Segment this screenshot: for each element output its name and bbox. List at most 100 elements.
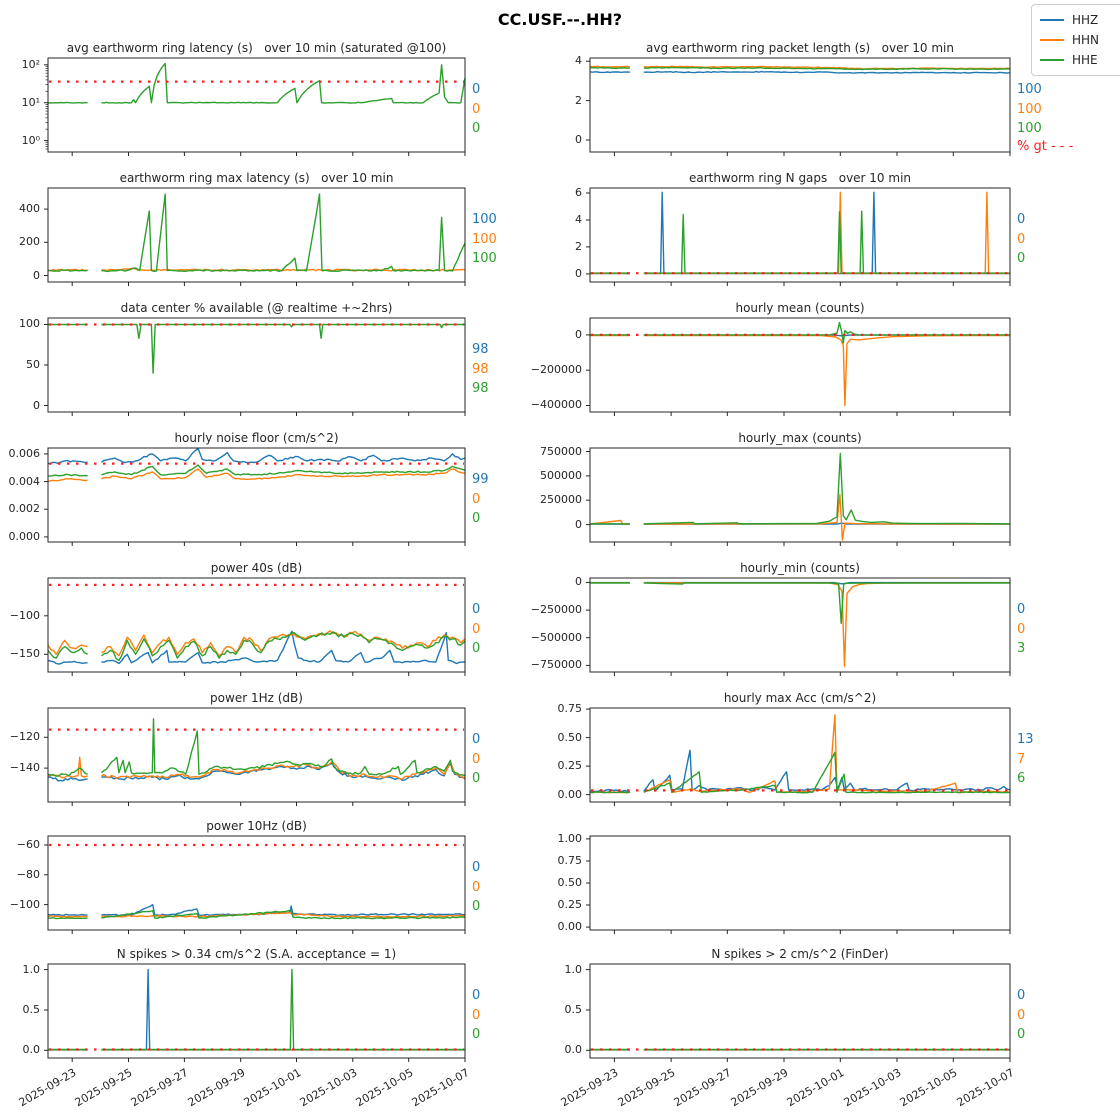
series-line-hhz-avg-packet-length (643, 70, 1011, 74)
axes-frame-avg-packet-length (589, 57, 1011, 153)
annotation-avg-ring-latency-hhn: 0 (472, 101, 481, 117)
series-line-hhe-power-1hz (100, 718, 466, 777)
y-tick-label-hourly-mean: −400000 (530, 398, 582, 412)
subplot-title-power-1hz: power 1Hz (dB) (210, 691, 303, 705)
annotation-avg-packet-length-hhz: 100 (1017, 81, 1042, 97)
axes-frame-power-10hz (47, 835, 466, 931)
y-tick-label-hourly-min: 0 (575, 575, 582, 589)
legend-entry-hhz: HHZ (1040, 10, 1120, 30)
legend-label: HHN (1072, 33, 1100, 47)
annotation-n-spikes-sa-hhz: 0 (472, 987, 481, 1003)
y-tick-label-hourly-max: 250000 (540, 493, 582, 507)
axes-avg-ring-latency (44, 57, 466, 156)
annotation-avg-ring-latency-hhe: 0 (472, 121, 481, 137)
y-tick-label-hourly-noise-floor: 0.000 (8, 529, 41, 543)
annotation-data-center-available-hhz: 98 (472, 341, 489, 357)
axes-max-latency (44, 187, 466, 286)
y-tick-label-avg-ring-latency: 10⁰ (21, 133, 40, 147)
y-tick-label-data-center-available: 0 (33, 398, 40, 412)
annotation-n-spikes-finder-hhz: 0 (1017, 987, 1026, 1003)
y-tick-label-empty-panel: 0.75 (557, 853, 583, 867)
series-line-hhn-max-latency (101, 267, 466, 272)
series-line-hhn-hourly-noise-floor (47, 478, 88, 483)
y-tick-label-empty-panel: 0.50 (557, 876, 583, 889)
annotation-hourly-noise-floor-hhz: 99 (472, 471, 489, 487)
y-tick-label-n-spikes-finder: 0.0 (564, 1043, 583, 1057)
series-line-hhn-hourly-mean (643, 334, 1010, 407)
subplot-title-hourly-noise-floor: hourly noise floor (cm/s^2) (174, 431, 339, 445)
axes-power-10hz (44, 835, 466, 934)
series-line-hhz-hourly-noise-floor (47, 459, 88, 465)
axes-frame-n-spikes-sa (47, 963, 466, 1059)
y-tick-label-avg-ring-latency: 10¹ (21, 95, 40, 109)
legend-label: HHE (1072, 53, 1098, 67)
y-tick-label-hourly-mean: −200000 (530, 363, 582, 377)
axes-n-gaps (586, 187, 1011, 286)
axes-frame-power-1hz (47, 707, 466, 803)
series-line-hhn-power-40s (101, 630, 466, 657)
series-line-hhz-n-spikes-sa (101, 968, 465, 1051)
series-line-hhz-power-40s (101, 630, 466, 665)
series-line-hhe-data-center-available (101, 323, 465, 374)
annotation-n-spikes-finder-hhn: 0 (1017, 1007, 1026, 1023)
y-tick-label-hourly-noise-floor: 0.002 (8, 502, 41, 516)
series-line-hhz-hourly-noise-floor (101, 447, 466, 464)
y-tick-label-power-40s: −100 (9, 608, 40, 622)
series-line-hhe-avg-packet-length (589, 66, 630, 70)
y-tick-label-hourly-mean: 0 (575, 327, 582, 341)
y-tick-label-hourly-max: 750000 (540, 444, 582, 458)
series-line-hhz-n-gaps (643, 191, 1010, 275)
series-line-hhn-hourly-min (643, 582, 1011, 668)
axes-data-center-available (44, 317, 466, 416)
legend-entry-hhn: HHN (1040, 30, 1120, 50)
axes-frame-hourly-mean (589, 317, 1011, 413)
y-tick-label-power-40s: −150 (9, 647, 40, 661)
annotation-data-center-available-hhn: 98 (472, 361, 489, 377)
subplot-title-avg-packet-length: avg earthworm ring packet length (s) ove… (646, 41, 954, 55)
series-line-hhe-max-latency (101, 193, 466, 273)
subplot-title-n-gaps: earthworm ring N gaps over 10 min (688, 171, 912, 185)
y-tick-label-power-10hz: −100 (9, 897, 40, 911)
subplot-title-n-spikes-sa: N spikes > 0.34 cm/s^2 (S.A. acceptance … (116, 947, 397, 961)
y-tick-label-n-gaps: 0 (575, 266, 582, 280)
axes-hourly-max-acc (586, 707, 1011, 806)
legend: HHZ HHN HHE (1031, 4, 1120, 76)
annotation-data-center-available-hhe: 98 (472, 381, 489, 397)
y-tick-label-hourly-min: −250000 (530, 603, 582, 617)
series-line-hhz-avg-packet-length (589, 71, 630, 74)
subplot-title-n-spikes-finder: N spikes > 2 cm/s^2 (FinDer) (711, 947, 889, 961)
annotation-avg-ring-latency-hhz: 0 (472, 81, 481, 97)
axes-power-1hz (44, 707, 466, 806)
axes-frame-hourly-min (589, 577, 1011, 673)
series-line-hhe-max-latency (47, 269, 88, 272)
annotation-hourly-min-hhe: 3 (1017, 641, 1026, 657)
annotation-n-spikes-finder-hhe: 0 (1017, 1027, 1026, 1043)
series-line-hhe-hourly-max-acc (643, 751, 1011, 794)
annotation-power-1hz-hhe: 0 (472, 771, 481, 787)
series-line-hhe-n-gaps (643, 210, 1010, 274)
y-tick-label-hourly-min: −750000 (530, 658, 582, 672)
axes-frame-hourly-max-acc (589, 707, 1011, 803)
y-tick-label-hourly-noise-floor: 0.004 (8, 474, 41, 488)
subplot-title-avg-ring-latency: avg earthworm ring latency (s) over 10 m… (66, 41, 447, 55)
series-line-hhz-power-40s (47, 659, 88, 665)
y-tick-label-hourly-max: 500000 (540, 468, 582, 482)
annotation-hourly-noise-floor-hhe: 0 (472, 511, 481, 527)
subplot-title-data-center-available: data center % available (@ realtime +~2h… (120, 301, 393, 315)
y-tick-label-n-spikes-finder: 1.0 (564, 962, 583, 976)
annotation-max-latency-hhn: 100 (472, 231, 497, 247)
annotation-power-1hz-hhn: 0 (472, 751, 481, 767)
series-line-hhe-hourly-max (643, 452, 1011, 525)
y-tick-label-hourly-max: 0 (575, 517, 582, 531)
annotation-hourly-max-acc-hhe: 6 (1017, 771, 1026, 787)
annotation-hourly-max-acc-hhz: 13 (1017, 731, 1034, 747)
axes-frame-data-center-available (47, 317, 466, 413)
series-line-hhe-avg-ring-latency (47, 101, 88, 104)
series-line-hhz-power-1hz (47, 776, 88, 782)
y-tick-label-avg-packet-length: 2 (575, 93, 582, 107)
subplot-title-hourly-mean: hourly mean (counts) (735, 301, 865, 315)
series-line-hhe-power-40s (100, 631, 466, 662)
series-line-hhn-power-1hz (101, 761, 466, 780)
annotation-power-10hz-hhe: 0 (472, 899, 481, 915)
series-line-hhn-avg-packet-length (589, 65, 630, 68)
